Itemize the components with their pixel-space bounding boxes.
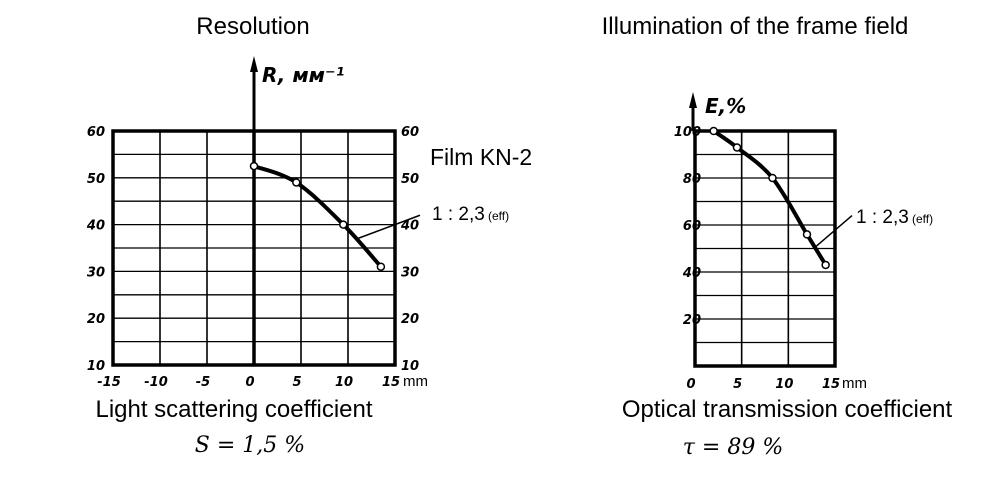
caption: Optical transmission coefficient [622, 396, 953, 423]
y-tick-label-right: 60 [401, 125, 419, 140]
x-tick-label: 0 [686, 377, 695, 392]
data-point [709, 126, 718, 136]
y-tick-label-left: 30 [87, 265, 105, 280]
y-tick-label-left: 10 [87, 359, 105, 374]
caption-value: τ = 89 % [683, 435, 783, 460]
series-line [712, 129, 828, 266]
aperture-note: (eff) [488, 209, 509, 223]
x-tick-label: -10 [144, 375, 168, 390]
y-tick-label: 80 [683, 172, 701, 187]
data-point [339, 220, 348, 229]
y-tick-label-right: 20 [401, 312, 419, 327]
caption-value: S = 1,5 % [195, 433, 305, 458]
illumination-chart: Illumination of the frame field E,% 20 40 60… [602, 13, 953, 460]
chart-title: Resolution [196, 13, 309, 40]
film-label: Film KN-2 [430, 144, 532, 170]
data-point [821, 260, 830, 270]
y-tick-label-left: 20 [87, 312, 105, 327]
aperture-label: 1 : 2,3 [432, 204, 485, 225]
x-tick-label: 15 [382, 375, 400, 390]
x-tick-label: -5 [196, 375, 210, 390]
y-tick-label-left: 50 [87, 172, 105, 187]
data-point [732, 143, 742, 152]
x-axis-unit: mm [403, 373, 428, 390]
series-line [253, 164, 383, 269]
x-tick-label: 5 [733, 377, 742, 392]
x-tick-label: 5 [292, 375, 301, 390]
y-tick-label: 20 [683, 313, 701, 328]
y-tick-label-right: 10 [401, 359, 419, 374]
annotation-leader [357, 214, 421, 240]
y-axis-label: R, мм⁻¹ [262, 63, 344, 87]
y-tick-label-right: 30 [401, 265, 419, 280]
y-axis-label: E,% [705, 94, 746, 118]
x-axis-unit: mm [842, 375, 867, 392]
y-tick-label-left: 40 [86, 219, 105, 234]
y-tick-label-right: 40 [400, 219, 419, 234]
data-point [249, 161, 259, 171]
y-tick-label: 40 [682, 266, 701, 281]
x-tick-label: 0 [245, 375, 254, 390]
plot-frame [693, 129, 837, 368]
arrow-head-icon [250, 56, 258, 72]
x-tick-label: 10 [335, 375, 353, 390]
y-tick-label-right: 50 [401, 172, 419, 187]
x-tick-label: 10 [775, 377, 793, 392]
arrow-head-icon [689, 92, 697, 108]
annotation-leader [815, 215, 853, 247]
data-point [292, 178, 301, 187]
y-tick-label: 100 [674, 125, 701, 140]
data-point [376, 262, 386, 271]
y-tick-label: 60 [683, 219, 701, 234]
aperture-label: 1 : 2,3 [856, 207, 909, 228]
data-point [768, 173, 777, 183]
x-tick-label: -15 [97, 375, 121, 390]
x-tick-label: 15 [822, 377, 840, 392]
y-tick-label-left: 60 [87, 125, 105, 140]
chart-title: Illumination of the frame field [602, 13, 909, 40]
caption: Light scattering coefficient [95, 396, 372, 423]
aperture-note: (eff) [912, 212, 933, 226]
data-point [802, 230, 812, 239]
